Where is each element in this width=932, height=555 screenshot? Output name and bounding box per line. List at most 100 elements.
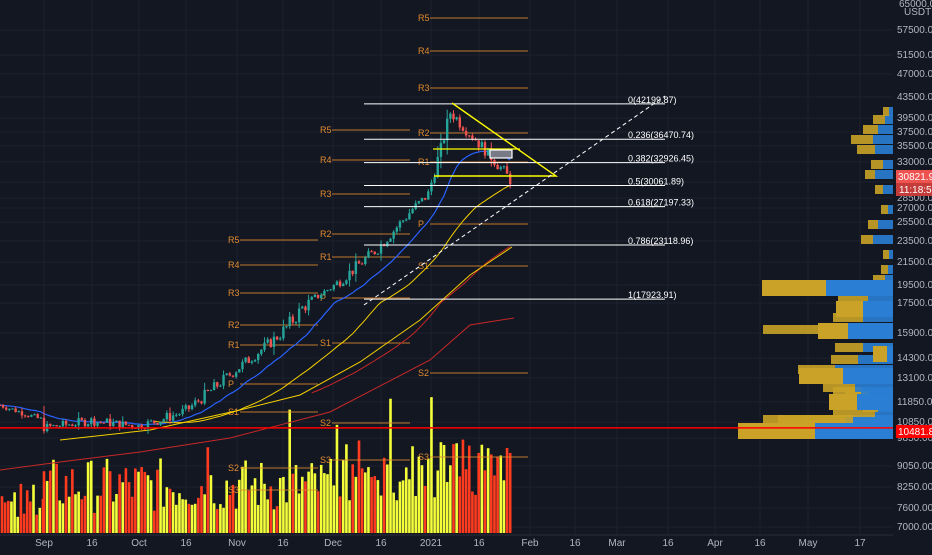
pivot-label-r5: R5 [228, 235, 240, 245]
candle-body [486, 148, 490, 156]
candle-body [420, 197, 424, 202]
volume-profile-bar-blue [883, 160, 893, 169]
volume-bar [83, 495, 87, 533]
time-tick-label: Oct [131, 538, 147, 549]
candle-body [395, 227, 398, 232]
volume-bar [427, 458, 430, 533]
candle-body [291, 316, 295, 323]
candle-body [190, 405, 194, 410]
candle-body [496, 164, 499, 170]
candle-body [461, 127, 465, 131]
candle-body [131, 425, 134, 428]
candle-body [175, 414, 178, 416]
candle-body [297, 308, 301, 323]
volume-profile-block-gold [799, 368, 843, 384]
candle-body [23, 415, 27, 417]
candle-body [149, 420, 153, 422]
volume-bar [146, 475, 150, 533]
candle-body [351, 270, 354, 274]
candle-body [370, 251, 373, 253]
volume-bar [392, 492, 395, 533]
volume-profile-block-gold [738, 423, 815, 439]
axis-currency: USDT [904, 7, 931, 18]
pivot-label-r2: R2 [228, 320, 240, 330]
pivot-label-r3: R3 [228, 288, 240, 298]
volume-profile-bar-blue [885, 275, 893, 284]
volume-bar [266, 499, 269, 533]
candle-body [423, 197, 427, 200]
volume-bar [464, 469, 468, 533]
candle-body [83, 419, 87, 427]
volume-bar [184, 499, 188, 533]
candle-body [118, 420, 121, 428]
volume-bar [203, 494, 206, 533]
volume-bar [228, 494, 232, 533]
volume-bar [10, 501, 13, 533]
candle-body [58, 426, 61, 428]
volume-bar [52, 459, 55, 533]
candle-body [203, 389, 206, 404]
volume-bar [206, 447, 210, 533]
volume-bar [486, 448, 490, 533]
volume-bar [367, 467, 370, 533]
candle-body [244, 357, 247, 362]
volume-bar [35, 514, 38, 533]
volume-bar [7, 500, 10, 533]
volume-bar [64, 475, 68, 533]
candle-body [411, 208, 414, 214]
volume-bar [71, 469, 74, 533]
volume-bar [351, 464, 354, 533]
volume-bar [55, 463, 58, 533]
candle-body [326, 290, 329, 292]
countdown-text: 11:18:56 [899, 185, 932, 196]
volume-bar [433, 497, 436, 533]
candle-body [99, 422, 102, 424]
volume-profile-bar-blue [888, 265, 893, 274]
volume-bar [19, 483, 23, 533]
fib-label-0.5: 0.5(30061.89) [628, 177, 684, 187]
volume-bar [41, 498, 45, 533]
volume-bar [376, 480, 380, 533]
ma-200-line [0, 317, 515, 471]
candle-body [36, 414, 39, 418]
volume-bar [102, 467, 106, 533]
volume-bar [297, 493, 301, 533]
volume-bar [96, 495, 99, 533]
volume-bar [499, 455, 503, 533]
candle-body [313, 294, 317, 297]
volume-profile-bar-blue [873, 235, 893, 244]
candle-body [433, 176, 436, 183]
candle-body [452, 113, 455, 120]
volume-bar [436, 470, 440, 533]
candle-body [263, 342, 266, 350]
volume-bar [247, 490, 251, 533]
volume-profile-bar-gold [868, 220, 878, 229]
candle-body [181, 408, 184, 415]
last-price-text: 30821.95 [898, 172, 932, 183]
candle-body [68, 424, 71, 426]
candle-body [222, 375, 225, 386]
volume-bar [404, 467, 408, 533]
volume-bar [490, 454, 493, 533]
price-tick-label: 51500.00 [897, 50, 932, 61]
candle-body [156, 423, 159, 425]
volume-bar [32, 484, 35, 533]
volume-bar [253, 478, 257, 533]
pivot-label-r1: R1 [228, 340, 240, 350]
price-tick-label: 27000.00 [897, 203, 932, 214]
volume-bar [386, 464, 389, 533]
candle-body [212, 382, 216, 391]
candle-body [127, 424, 131, 426]
volume-bar [471, 491, 474, 533]
pivot-label-r4: R4 [320, 155, 332, 165]
candle-body [187, 405, 191, 410]
volume-profile-bar-gold [873, 275, 885, 284]
candle-body [436, 156, 439, 177]
volume-bar [455, 443, 458, 533]
candle-body [115, 420, 118, 423]
pivot-label-r1: R1 [320, 252, 332, 262]
volume-bar [156, 469, 159, 533]
price-tick-label: 13100.00 [897, 373, 932, 384]
